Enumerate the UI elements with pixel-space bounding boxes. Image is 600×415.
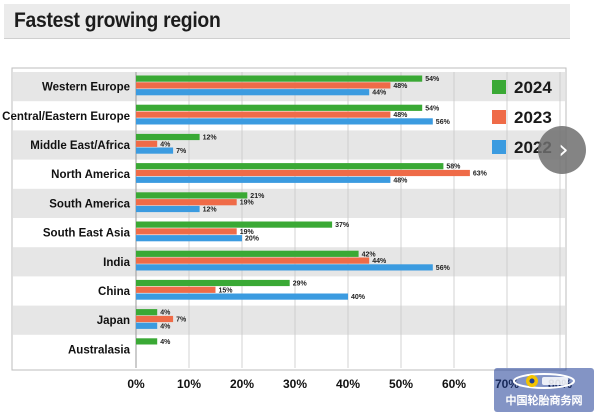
bar-2022 bbox=[136, 205, 200, 213]
data-label: 7% bbox=[176, 317, 187, 324]
bar-2023 bbox=[136, 140, 158, 147]
data-label: 56% bbox=[436, 265, 451, 272]
bar-2023 bbox=[136, 286, 216, 293]
bar-2024 bbox=[136, 163, 444, 170]
data-label: 19% bbox=[240, 200, 255, 207]
data-label: 40% bbox=[351, 294, 366, 301]
bar-2022 bbox=[136, 322, 158, 329]
data-label: 48% bbox=[393, 83, 408, 90]
data-label: 4% bbox=[160, 310, 171, 317]
data-label: 12% bbox=[203, 135, 218, 142]
bar-2023 bbox=[136, 257, 370, 264]
next-slide-button[interactable]: › bbox=[538, 126, 586, 174]
category-label: China bbox=[98, 286, 131, 298]
legend-swatch-2022 bbox=[492, 140, 506, 154]
legend-label-2023: 2023 bbox=[514, 108, 552, 127]
data-label: 20% bbox=[245, 236, 260, 243]
data-label: 44% bbox=[372, 258, 387, 265]
category-label: Central/Eastern Europe bbox=[2, 111, 130, 123]
bar-2024 bbox=[136, 221, 333, 228]
data-label: 44% bbox=[372, 90, 387, 97]
data-label: 63% bbox=[473, 171, 488, 178]
data-label: 12% bbox=[203, 207, 218, 214]
x-tick-label: 20% bbox=[230, 377, 254, 391]
bar-2024 bbox=[136, 250, 359, 257]
row-band bbox=[13, 130, 565, 160]
legend-swatch-2023 bbox=[492, 110, 506, 124]
bar-2023 bbox=[136, 111, 391, 118]
bar-2024 bbox=[136, 309, 158, 316]
bar-2022 bbox=[136, 147, 174, 154]
bar-2022 bbox=[136, 118, 433, 125]
tire-logo-icon bbox=[513, 373, 575, 389]
bar-2024 bbox=[136, 75, 423, 82]
data-label: 15% bbox=[219, 287, 234, 294]
data-label: 4% bbox=[160, 339, 171, 346]
data-label: 58% bbox=[446, 164, 461, 171]
category-label: Japan bbox=[97, 315, 130, 327]
bar-2023 bbox=[136, 199, 237, 206]
x-tick-label: 10% bbox=[177, 377, 201, 391]
bar-2023 bbox=[136, 315, 174, 323]
row-band bbox=[13, 305, 565, 335]
category-label: South East Asia bbox=[43, 228, 131, 240]
x-tick-label: 30% bbox=[283, 377, 307, 391]
x-tick-label: 40% bbox=[336, 377, 360, 391]
data-label: 54% bbox=[425, 105, 440, 112]
chart-title: Fastest growing region bbox=[14, 9, 221, 32]
row-band bbox=[13, 188, 565, 218]
category-label: North America bbox=[51, 169, 130, 181]
data-label: 4% bbox=[160, 323, 171, 330]
data-label: 21% bbox=[250, 193, 265, 200]
bar-2024 bbox=[136, 192, 248, 199]
bar-2024 bbox=[136, 133, 200, 141]
category-label: South America bbox=[49, 198, 130, 210]
data-label: 48% bbox=[393, 177, 408, 184]
bar-2023 bbox=[136, 228, 237, 235]
data-label: 19% bbox=[240, 229, 255, 236]
bar-2024 bbox=[136, 338, 158, 345]
bar-2023 bbox=[136, 82, 391, 89]
category-label: India bbox=[103, 257, 130, 269]
chevron-right-icon: › bbox=[558, 135, 569, 165]
title-bar: Fastest growing region bbox=[4, 4, 570, 39]
data-label: 37% bbox=[335, 222, 350, 229]
bar-2022 bbox=[136, 176, 391, 183]
bar-2022 bbox=[136, 293, 348, 300]
legend-swatch-2024 bbox=[492, 80, 506, 94]
data-label: 29% bbox=[293, 281, 308, 288]
watermark-logo: 中国轮胎商务网 bbox=[494, 368, 594, 412]
data-label: 54% bbox=[425, 76, 440, 83]
bar-2022 bbox=[136, 264, 433, 271]
data-label: 4% bbox=[160, 141, 171, 148]
bar-2024 bbox=[136, 279, 290, 287]
watermark-text: 中国轮胎商务网 bbox=[505, 394, 583, 407]
data-label: 48% bbox=[393, 112, 408, 119]
bar-2023 bbox=[136, 169, 470, 177]
category-label: Middle East/Africa bbox=[30, 140, 130, 152]
data-label: 7% bbox=[176, 148, 187, 155]
data-label: 56% bbox=[436, 119, 451, 126]
x-tick-label: 60% bbox=[442, 377, 466, 391]
bar-2024 bbox=[136, 104, 423, 111]
category-label: Australasia bbox=[68, 344, 131, 356]
data-label: 42% bbox=[362, 251, 377, 258]
legend-label-2024: 2024 bbox=[514, 78, 552, 97]
category-label: Western Europe bbox=[42, 82, 130, 94]
bar-2022 bbox=[136, 89, 370, 96]
x-tick-label: 0% bbox=[127, 377, 145, 391]
bar-2022 bbox=[136, 235, 242, 242]
x-tick-label: 50% bbox=[389, 377, 413, 391]
